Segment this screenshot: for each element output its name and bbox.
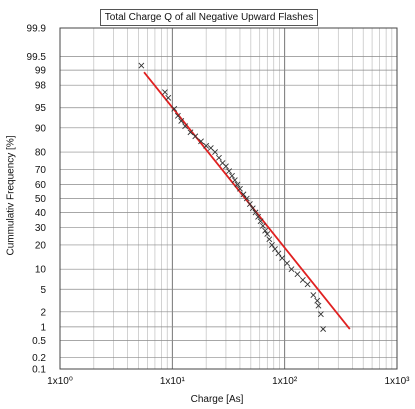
y-tick-label: 95 bbox=[35, 103, 47, 114]
data-point bbox=[237, 185, 243, 192]
data-point bbox=[314, 297, 321, 304]
y-tick-label: 5 bbox=[40, 285, 46, 296]
data-points-layer bbox=[138, 62, 327, 332]
data-point bbox=[266, 236, 273, 243]
y-tick-labels: 0.10.2 0.5 1 2 5 10 20 30 40 50 60 70 80 90 95 98 99 99.5… bbox=[27, 24, 47, 376]
data-point bbox=[234, 181, 241, 188]
data-point bbox=[174, 112, 181, 119]
data-point bbox=[203, 142, 210, 149]
y-tick-label: 40 bbox=[35, 208, 47, 219]
data-point bbox=[294, 271, 301, 278]
data-point bbox=[187, 129, 194, 136]
fit-line-layer bbox=[143, 71, 351, 330]
data-point bbox=[262, 227, 269, 234]
data-point bbox=[257, 218, 264, 225]
data-point bbox=[275, 250, 282, 257]
data-point bbox=[138, 62, 145, 69]
x-tick-label: 1x10¹ bbox=[160, 376, 186, 387]
x-tick-labels: 1x10⁰ 1x10¹ 1x10² 1x10³ bbox=[47, 376, 410, 387]
data-point bbox=[284, 260, 290, 267]
data-point bbox=[182, 123, 189, 130]
data-point bbox=[272, 246, 278, 252]
data-point bbox=[255, 213, 262, 220]
fit-line bbox=[143, 71, 351, 330]
x-tick-label: 1x10³ bbox=[384, 376, 410, 387]
x-tick-label: 1x10² bbox=[272, 376, 298, 387]
major-grid bbox=[59, 27, 398, 370]
y-tick-label: 10 bbox=[35, 265, 47, 276]
data-point bbox=[264, 231, 271, 237]
y-tick-label: 80 bbox=[35, 148, 47, 159]
y-tick-label: 99.5 bbox=[27, 52, 47, 63]
y-tick-label: 99 bbox=[35, 66, 47, 77]
data-point bbox=[165, 94, 172, 101]
data-point bbox=[226, 168, 232, 175]
data-point bbox=[259, 222, 266, 229]
x-tick-label: 1x10⁰ bbox=[47, 376, 73, 387]
y-tick-label: 0.1 bbox=[32, 365, 46, 376]
y-tick-label: 0.2 bbox=[32, 353, 46, 364]
y-tick-label: 99.9 bbox=[27, 24, 47, 35]
data-point bbox=[320, 326, 327, 332]
data-point bbox=[212, 149, 218, 155]
y-tick-label: 90 bbox=[35, 123, 47, 134]
data-point bbox=[246, 201, 253, 207]
x-axis-label: Charge [As] bbox=[190, 394, 244, 405]
data-point bbox=[231, 177, 238, 184]
data-point bbox=[229, 172, 235, 179]
y-tick-label: 60 bbox=[35, 180, 47, 191]
y-axis-label: Cummulativ Frequency [%] bbox=[5, 135, 17, 256]
data-point bbox=[162, 89, 168, 96]
data-point bbox=[252, 209, 259, 216]
plot-frame bbox=[59, 27, 398, 370]
data-point bbox=[192, 133, 199, 140]
data-point bbox=[304, 281, 311, 288]
data-point bbox=[279, 255, 286, 262]
y-tick-label: 98 bbox=[35, 81, 47, 92]
data-point bbox=[198, 138, 204, 145]
data-point bbox=[299, 277, 306, 283]
data-point bbox=[223, 163, 229, 170]
data-point bbox=[268, 242, 275, 248]
data-point bbox=[317, 311, 324, 318]
y-tick-label: 50 bbox=[35, 194, 47, 205]
y-tick-label: 1 bbox=[40, 322, 46, 333]
data-point bbox=[178, 118, 185, 124]
y-tick-label: 0.5 bbox=[32, 336, 46, 347]
chart-title: Total Charge Q of all Negative Upward Fl… bbox=[100, 9, 318, 26]
data-point bbox=[288, 266, 295, 273]
data-point bbox=[310, 292, 317, 299]
data-point bbox=[171, 105, 178, 112]
y-tick-label: 70 bbox=[35, 165, 47, 176]
y-tick-label: 2 bbox=[40, 307, 46, 318]
y-tick-label: 20 bbox=[35, 240, 47, 251]
data-point bbox=[243, 195, 250, 202]
y-tick-label: 30 bbox=[35, 223, 47, 234]
data-point bbox=[240, 191, 247, 198]
data-point bbox=[249, 205, 256, 212]
data-point bbox=[216, 154, 222, 161]
data-point bbox=[315, 302, 322, 309]
